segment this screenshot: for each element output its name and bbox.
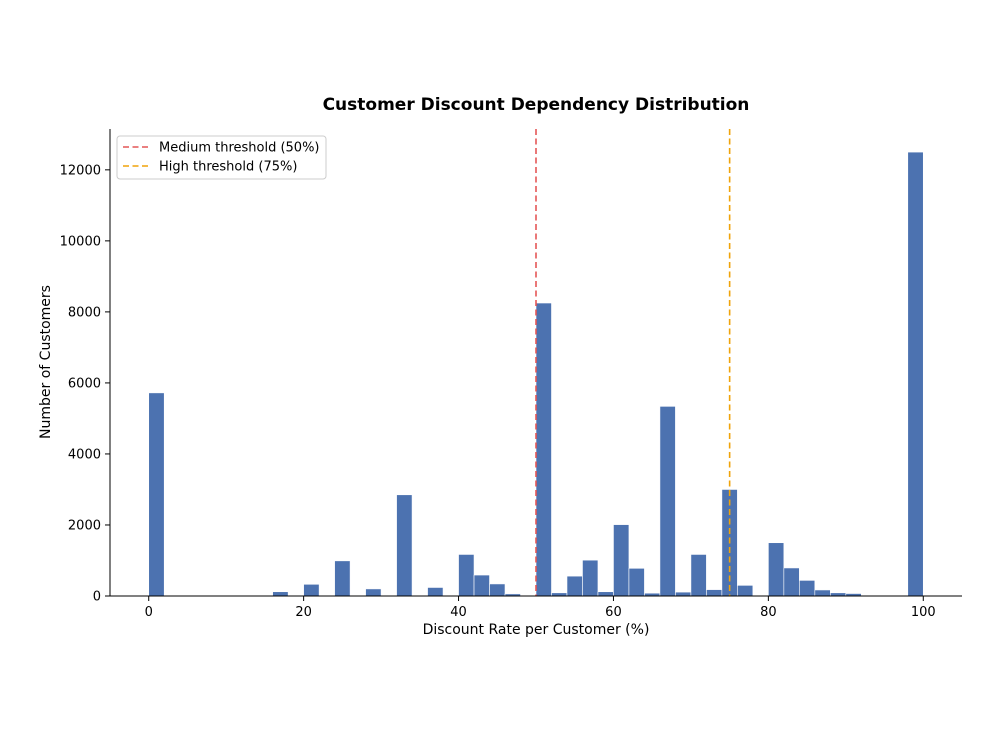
x-axis-label: Discount Rate per Customer (%) xyxy=(423,622,650,638)
histogram-bar xyxy=(628,567,645,597)
x-tick-label: 80 xyxy=(760,605,777,620)
histogram-bar xyxy=(303,583,320,597)
histogram-bar xyxy=(473,574,490,597)
histogram-bar xyxy=(566,575,583,597)
histogram-bar xyxy=(458,554,475,597)
histogram-bar xyxy=(535,302,552,597)
histogram-bar xyxy=(799,580,816,597)
axes-layer: 0 20 40 60 80 100 0 2000 4000 6000 8000 10000 12000 xyxy=(60,129,962,620)
x-tick-label: 0 xyxy=(145,605,153,620)
bars-layer xyxy=(148,151,924,597)
histogram-bar xyxy=(489,583,506,597)
histogram-bar xyxy=(334,560,351,597)
histogram-bar xyxy=(768,542,785,597)
y-tick-label: 2000 xyxy=(68,518,101,533)
histogram-bar xyxy=(907,151,924,597)
histogram-bar xyxy=(272,591,289,597)
x-tick-label: 40 xyxy=(450,605,467,620)
histogram-bar xyxy=(148,392,165,597)
y-axis-label: Number of Customers xyxy=(38,285,54,439)
histogram-bar xyxy=(675,591,692,597)
histogram-bar xyxy=(365,588,382,597)
histogram-bar xyxy=(613,524,630,597)
histogram-bar xyxy=(582,559,599,597)
histogram-bar xyxy=(737,585,754,597)
histogram-bar xyxy=(690,554,707,597)
y-tick-label: 0 xyxy=(93,590,101,605)
x-tick-label: 100 xyxy=(911,605,936,620)
histogram-bar xyxy=(783,567,800,597)
y-tick-label: 6000 xyxy=(68,376,101,391)
legend-box xyxy=(116,135,327,180)
legend-label: Medium threshold (50%) xyxy=(159,141,320,156)
y-tick-label: 4000 xyxy=(68,447,101,462)
histogram-bar xyxy=(597,591,614,597)
histogram-bar xyxy=(427,587,444,597)
histogram-bar xyxy=(814,589,831,597)
histogram-bar xyxy=(706,589,723,597)
chart-title: Customer Discount Dependency Distributio… xyxy=(323,95,750,115)
threshold-lines-layer xyxy=(535,129,731,596)
x-tick-label: 60 xyxy=(605,605,622,620)
x-tick-label: 20 xyxy=(295,605,312,620)
y-tick-label: 10000 xyxy=(60,234,101,249)
legend: Medium threshold (50%) High threshold (75… xyxy=(116,135,327,180)
y-tick-label: 8000 xyxy=(68,305,101,320)
histogram-bar xyxy=(659,406,676,597)
legend-label: High threshold (75%) xyxy=(159,160,297,175)
y-tick-label: 12000 xyxy=(60,163,101,178)
histogram-bar xyxy=(396,494,413,597)
